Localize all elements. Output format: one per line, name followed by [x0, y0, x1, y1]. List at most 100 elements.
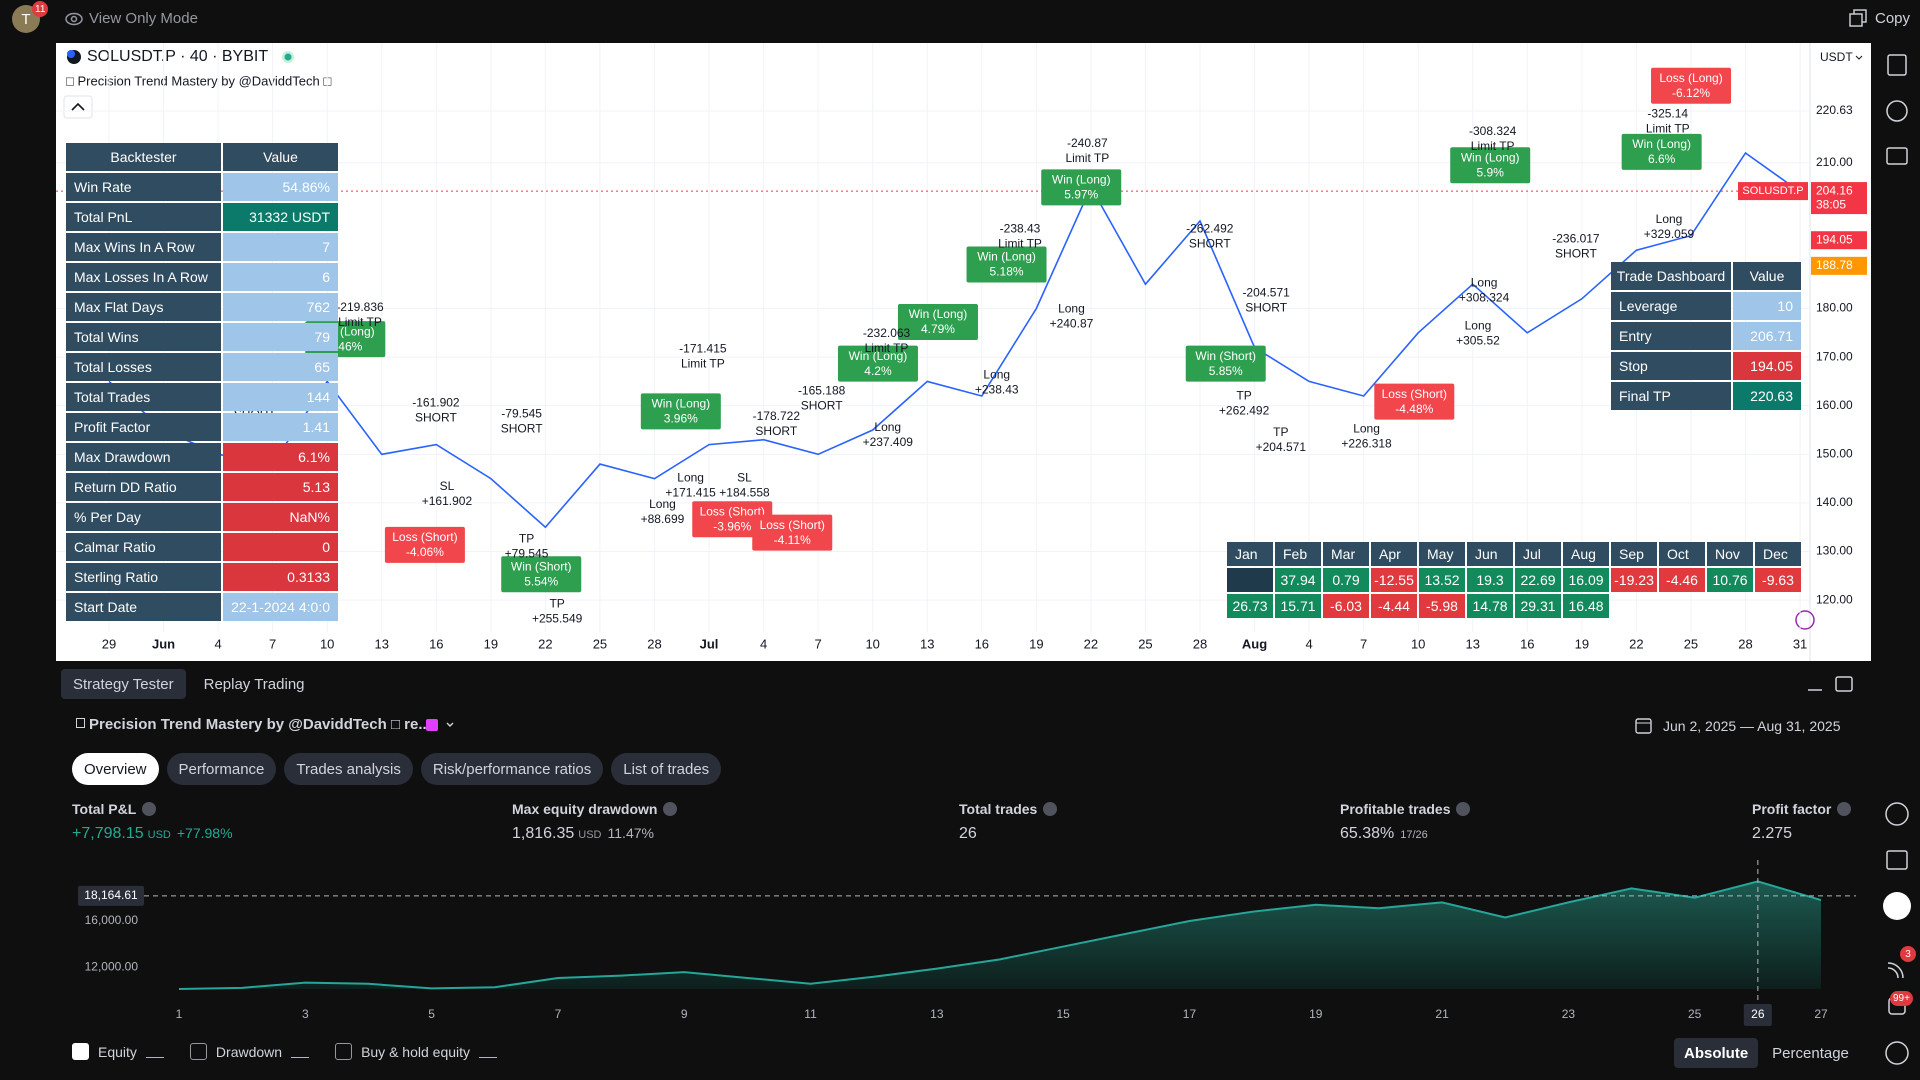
row-value: 6.1%	[223, 443, 338, 471]
mode-button[interactable]: Percentage	[1772, 1044, 1849, 1062]
metric-value-row: +7,798.15 USD +77.98%	[72, 825, 233, 843]
x-tick-label: 3	[302, 1007, 309, 1021]
metric: Total P&L +7,798.15 USD +77.98%	[72, 801, 233, 843]
trade-annotation: +226.318	[1341, 436, 1392, 450]
x-tick-label: 19	[1575, 636, 1589, 651]
trade-label	[1651, 67, 1732, 104]
strategy-name[interactable]: Precision Trend Mastery by @DaviddTech □…	[89, 716, 431, 733]
y-tick-label: 170.00	[1816, 349, 1853, 363]
panel-tab[interactable]: Strategy Tester	[61, 669, 186, 699]
sidebar-icon[interactable]	[1886, 100, 1908, 122]
last-price-tag	[1738, 182, 1808, 201]
sidebar-icon[interactable]	[1885, 802, 1909, 826]
metric-label: Profitable trades	[1340, 801, 1451, 817]
trade-label-title: Loss (Short)	[392, 530, 457, 544]
checkbox[interactable]	[72, 1043, 89, 1060]
sidebar-icon[interactable]	[1887, 962, 1904, 979]
month-header: Nov	[1707, 542, 1753, 566]
metric-value: 65.38%	[1340, 825, 1395, 842]
trade-label-value: 4.2%	[864, 364, 892, 378]
sidebar-icon[interactable]	[1886, 147, 1908, 165]
option-icon	[145, 1046, 164, 1058]
date-range[interactable]: Jun 2, 2025 — Aug 31, 2025	[1663, 718, 1841, 734]
symbol-logo-dot	[67, 50, 75, 58]
x-tick-label: 29	[102, 636, 116, 651]
row-value: 206.71	[1733, 322, 1801, 350]
panel-tab[interactable]: Replay Trading	[203, 675, 305, 693]
sub-tab[interactable]: Performance	[166, 753, 277, 785]
sidebar-icon[interactable]	[1886, 850, 1908, 870]
month-header: Mar	[1323, 542, 1369, 566]
trade-annotation: SL	[440, 479, 455, 493]
sub-tab[interactable]: Trades analysis	[284, 753, 413, 785]
sub-tabs: Overview Performance Trades analysis Risk/p…	[72, 753, 722, 785]
month-return: -5.98	[1419, 594, 1465, 618]
metric-value: 2.275	[1752, 825, 1793, 842]
copy-button[interactable]: Copy	[1875, 10, 1911, 27]
month-return: -19.23	[1611, 568, 1657, 592]
crosshair-label: 18,164.61	[84, 888, 138, 902]
price-badge-label: 204.16	[1816, 183, 1853, 197]
metric: Max equity drawdown 1,816.35 USD 11.47%	[512, 801, 678, 843]
sub-tab[interactable]: List of trades	[611, 753, 722, 785]
mode-button[interactable]: Absolute	[1674, 1038, 1759, 1068]
row-label: Entry	[1611, 322, 1731, 350]
trade-label	[692, 501, 773, 538]
metric: Profit factor 2.275	[1752, 801, 1852, 843]
price-badge	[1811, 182, 1867, 215]
trade-annotation: +237.409	[863, 435, 914, 449]
sub-tab[interactable]: Risk/performance ratios	[420, 753, 604, 785]
strategy-settings[interactable]	[425, 717, 459, 733]
x-tick-label: Jun	[152, 636, 175, 651]
table-header: Value	[1733, 262, 1801, 290]
trade-annotation: -325.14	[1647, 107, 1688, 121]
x-tick-label: 25	[593, 636, 607, 651]
row-label: Profit Factor	[66, 413, 221, 441]
row-value: 6	[223, 263, 338, 291]
sidebar-badge: 3	[1900, 946, 1916, 962]
x-tick-label: 28	[647, 636, 661, 651]
row-label: Max Losses In A Row	[66, 263, 221, 291]
row-value: 1.41	[223, 413, 338, 441]
mode-switch: Absolute Percentage	[1674, 1038, 1859, 1068]
option-label: Drawdown	[215, 1043, 283, 1060]
option[interactable]: Equity	[72, 1043, 164, 1060]
collapse-button[interactable]	[63, 95, 93, 119]
replay-icon[interactable]	[1795, 610, 1815, 630]
checkbox[interactable]	[189, 1043, 207, 1060]
x-tick-label: 28	[1738, 636, 1752, 651]
metric-value-row: 26	[959, 825, 1057, 843]
x-tick-label: 13	[375, 636, 389, 651]
month-return: 10.76	[1707, 568, 1753, 592]
sidebar-icon[interactable]	[1883, 892, 1911, 920]
trade-label	[837, 345, 918, 382]
row-label: Total Trades	[66, 383, 221, 411]
checkbox[interactable]	[335, 1043, 353, 1060]
trade-annotation: Long	[1058, 301, 1085, 315]
row-value: 7	[223, 233, 338, 261]
sidebar-icon[interactable]	[1885, 1041, 1909, 1065]
metric-label-row: Total P&L	[72, 801, 233, 817]
trade-annotation: -238.43	[1000, 222, 1041, 236]
sidebar-icon[interactable]	[1887, 54, 1907, 76]
trade-label	[384, 526, 465, 563]
month-return: -6.03	[1323, 594, 1369, 618]
row-value: 22-1-2024 4:0:0	[223, 593, 338, 621]
status-dot	[284, 53, 292, 61]
panel-controls	[1808, 676, 1853, 692]
option[interactable]: Buy & hold equity	[335, 1043, 498, 1060]
month-return: 37.94	[1275, 568, 1321, 592]
currency-select[interactable]: USDT	[1820, 50, 1853, 64]
month-header: Sep	[1611, 542, 1657, 566]
option[interactable]: Drawdown	[189, 1043, 310, 1060]
trade-annotation: -236.017	[1552, 232, 1600, 246]
row-label: Leverage	[1611, 292, 1731, 320]
table-header: Value	[223, 143, 338, 171]
trade-label	[1041, 169, 1122, 206]
trade-label-value: 6.6%	[1648, 152, 1676, 166]
metric-sub: +77.98%	[176, 825, 233, 841]
y-tick-label: 140.00	[1816, 495, 1853, 509]
metric-value: 26	[959, 825, 977, 842]
trade-annotation: Long	[677, 470, 704, 484]
sub-tab[interactable]: Overview	[72, 753, 159, 785]
